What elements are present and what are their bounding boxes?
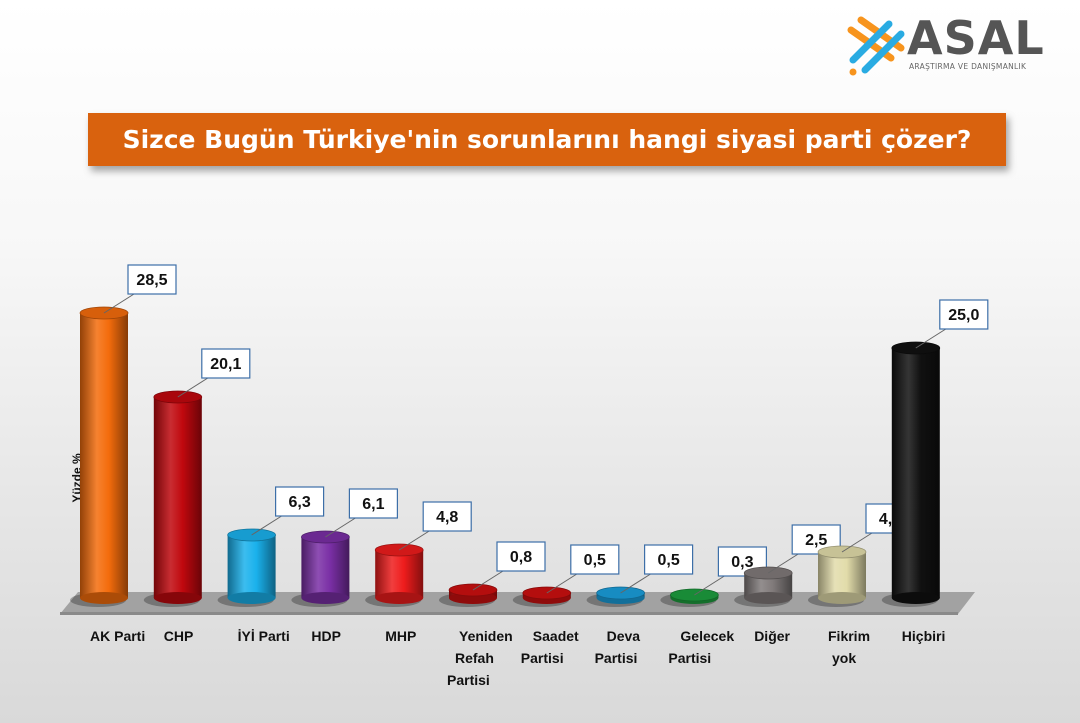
callout-leader <box>251 515 282 536</box>
value-label: 0,5 <box>584 552 606 569</box>
bar <box>70 306 129 607</box>
category-label: Gelecek Partisi <box>668 628 734 666</box>
category-label: Diğer <box>754 628 790 644</box>
value-label: 0,5 <box>657 552 679 569</box>
bar <box>143 390 203 607</box>
category-label: Yeniden Refah Partisi <box>447 628 513 688</box>
callout-leader <box>472 570 504 591</box>
bar-body <box>891 348 940 598</box>
asal-logo-mark-icon <box>847 16 905 76</box>
value-label: 20,1 <box>210 356 241 373</box>
value-label-box <box>422 501 472 532</box>
bar <box>439 583 498 607</box>
callout-leader <box>103 293 135 314</box>
value-label-box <box>939 299 989 330</box>
category-label: HDP <box>311 628 341 644</box>
value-label: 28,5 <box>136 272 167 289</box>
callout-leader <box>398 530 430 551</box>
logo-wordmark: ASAL <box>907 11 1045 65</box>
value-label: 4,8 <box>436 509 458 526</box>
bar-base <box>891 592 940 604</box>
value-callout: 4,8 <box>398 501 472 551</box>
value-label-box <box>201 348 251 379</box>
value-callout: 28,5 <box>103 264 177 314</box>
value-callout: 6,3 <box>251 486 325 536</box>
callout-leader <box>841 532 873 553</box>
bar <box>365 543 424 607</box>
category-label: AK Parti <box>90 628 145 644</box>
value-callout: 0,5 <box>546 544 620 594</box>
category-label: Saadet Partisi <box>521 628 579 666</box>
value-label: 25,0 <box>948 307 979 324</box>
value-callout: 6,1 <box>325 488 398 538</box>
bar-body <box>301 537 350 598</box>
category-label: MHP <box>385 628 416 644</box>
bar-base <box>227 592 276 604</box>
bar-body <box>818 552 866 598</box>
value-label-box <box>643 544 694 575</box>
value-label: 0,3 <box>731 554 753 571</box>
logo-tagline: ARAŞTIRMA VE DANIŞMANLIK <box>909 62 1027 71</box>
bar <box>217 528 277 607</box>
value-label-box <box>348 488 398 519</box>
bar-body <box>375 550 424 598</box>
category-label: İYİ Parti <box>238 628 290 644</box>
category-label: Fikrim yok <box>828 628 870 666</box>
value-callout: 25,0 <box>915 299 989 349</box>
bar-base <box>80 592 128 604</box>
chart-title: Sizce Bugün Türkiye'nin sorunlarını hang… <box>122 125 972 154</box>
bar-base <box>153 592 202 604</box>
bar-body <box>227 535 276 598</box>
bar <box>660 588 719 607</box>
category-label: CHP <box>164 628 194 644</box>
bar-body <box>153 397 202 598</box>
callout-leader <box>546 573 578 594</box>
value-callout: 0,8 <box>472 541 546 591</box>
asal-logo: ASAL ARAŞTIRMA VE DANIŞMANLIK <box>845 11 1060 76</box>
bar <box>881 341 941 607</box>
value-label-box <box>127 264 177 295</box>
callout-leader <box>915 328 947 349</box>
chart-floor-edge <box>60 612 958 615</box>
bar-base <box>301 592 350 604</box>
value-label: 0,8 <box>510 549 532 566</box>
value-label: 2,5 <box>805 532 827 549</box>
callout-leader <box>620 573 651 594</box>
callout-leader <box>694 575 725 596</box>
bar <box>291 530 350 607</box>
value-label: 6,1 <box>362 496 384 513</box>
callout-leader <box>767 553 799 574</box>
bar <box>586 586 645 607</box>
bar-base <box>744 592 793 604</box>
value-label: 6,3 <box>288 494 310 511</box>
category-label: Deva Partisi <box>595 628 641 666</box>
value-label-box <box>275 486 325 517</box>
bar <box>808 545 867 607</box>
callout-leader <box>325 517 356 538</box>
bar-base <box>818 592 866 604</box>
bar <box>512 586 572 607</box>
bar <box>734 566 793 607</box>
title-banner: Sizce Bugün Türkiye'nin sorunlarını hang… <box>88 113 1006 166</box>
callout-leader <box>177 377 209 398</box>
bar-body <box>80 313 128 598</box>
value-callout: 0,5 <box>620 544 694 594</box>
value-callout: 20,1 <box>177 348 251 398</box>
category-label: Hiçbiri <box>902 628 946 644</box>
value-label-box <box>570 544 620 575</box>
bar-base <box>375 592 424 604</box>
value-label-box <box>496 541 546 572</box>
